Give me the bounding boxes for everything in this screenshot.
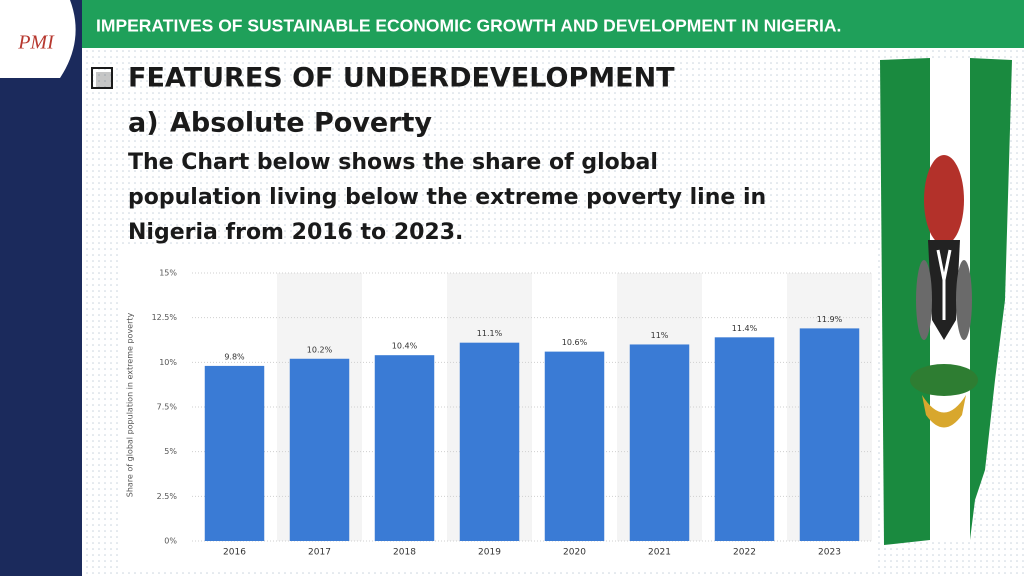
y-tick-label: 10% <box>159 358 177 367</box>
sidebar <box>0 0 82 576</box>
section-heading: FEATURES OF UNDERDEVELOPMENT <box>128 63 675 94</box>
x-tick-label: 2021 <box>648 548 671 558</box>
header-bar <box>82 0 1024 48</box>
x-tick-label: 2016 <box>223 548 246 558</box>
item-marker: a) <box>128 108 159 139</box>
y-tick-label: 12.5% <box>152 313 178 322</box>
value-label: 11.4% <box>732 324 758 333</box>
bar <box>544 351 605 541</box>
paragraph-line: population living below the extreme pove… <box>128 185 766 210</box>
y-tick-label: 15% <box>159 269 177 278</box>
value-label: 11% <box>651 331 669 340</box>
flag <box>880 58 1012 545</box>
value-label: 11.9% <box>817 315 843 324</box>
x-tick-label: 2017 <box>308 548 331 558</box>
y-tick-label: 7.5% <box>157 403 178 412</box>
value-label: 9.8% <box>224 352 245 361</box>
x-tick-label: 2020 <box>563 548 586 558</box>
value-label: 11.1% <box>477 329 503 338</box>
bar <box>459 342 520 541</box>
logo-area <box>0 0 76 78</box>
x-tick-label: 2023 <box>818 548 841 558</box>
paragraph-line: The Chart below shows the share of globa… <box>128 150 658 175</box>
bar <box>374 355 435 541</box>
header-title: IMPERATIVES OF SUSTAINABLE ECONOMIC GROW… <box>96 16 841 36</box>
y-tick-label: 2.5% <box>157 492 178 501</box>
y-axis-label: Share of global population in extreme po… <box>126 312 135 497</box>
bullet <box>91 67 113 89</box>
y-tick-label: 5% <box>164 447 177 456</box>
value-label: 10.4% <box>392 342 418 351</box>
x-tick-label: 2019 <box>478 548 501 558</box>
y-tick-label: 0% <box>164 537 177 546</box>
bullet-shadow <box>96 72 111 87</box>
x-tick-label: 2018 <box>393 548 416 558</box>
bar <box>629 344 690 541</box>
value-label: 10.2% <box>307 345 333 354</box>
bar <box>714 337 775 541</box>
value-label: 10.6% <box>562 338 588 347</box>
item-title: Absolute Poverty <box>170 108 432 139</box>
bar <box>799 328 860 541</box>
x-tick-label: 2022 <box>733 548 756 558</box>
paragraph-line: Nigeria from 2016 to 2023. <box>128 220 463 245</box>
chart: 0% 2.5% 5% 7.5% 10% 12.5% 15% 2016 9.8% 2017 10.2%… <box>152 269 872 558</box>
bar <box>204 365 265 541</box>
bar <box>289 358 350 541</box>
logo: PMI <box>17 32 55 54</box>
